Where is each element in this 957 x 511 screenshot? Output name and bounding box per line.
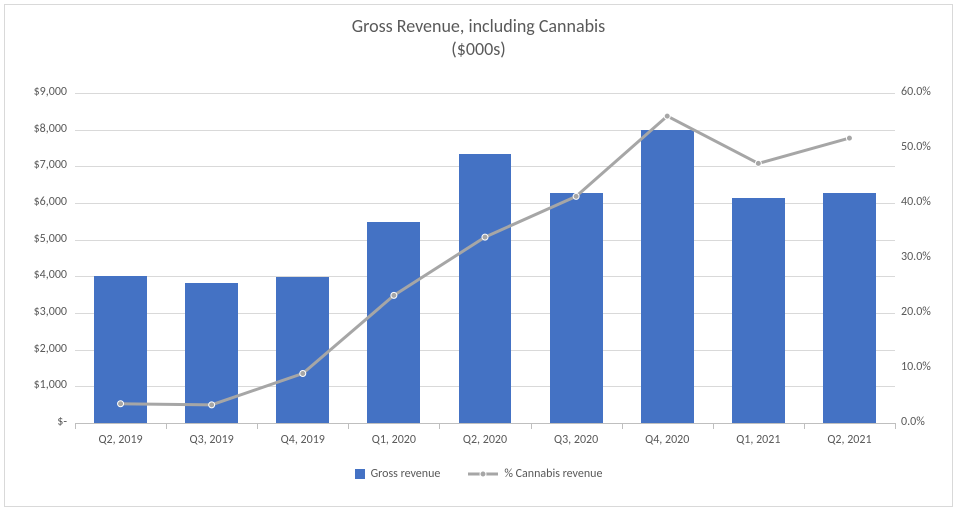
x-tick-label: Q1, 2021	[736, 433, 780, 447]
y1-tick-label: $2,000	[5, 342, 67, 356]
x-tick	[531, 423, 532, 429]
legend-item-bars: Gross revenue	[355, 467, 441, 481]
x-tick-label: Q4, 2020	[645, 433, 689, 447]
x-tick-label: Q3, 2020	[554, 433, 598, 447]
legend-label-bars: Gross revenue	[371, 467, 441, 481]
y2-tick-label: 40.0%	[901, 195, 931, 209]
y2-tick-label: 0.0%	[901, 415, 925, 429]
y1-tick-label: $4,000	[5, 268, 67, 282]
gridline	[75, 93, 895, 94]
x-tick	[622, 423, 623, 429]
bar	[276, 277, 329, 423]
chart-frame: Gross Revenue, including Cannabis ($000s…	[4, 4, 953, 507]
gridline	[75, 423, 895, 424]
x-tick	[713, 423, 714, 429]
x-tick-label: Q4, 2019	[281, 433, 325, 447]
bar	[732, 198, 785, 424]
y1-tick-label: $-	[5, 415, 67, 429]
x-tick-label: Q2, 2021	[827, 433, 871, 447]
y2-tick-label: 60.0%	[901, 85, 931, 99]
y2-tick-label: 20.0%	[901, 305, 931, 319]
chart-title-line1: Gross Revenue, including Cannabis	[352, 15, 605, 37]
y2-tick-label: 10.0%	[901, 360, 931, 374]
plot-area	[75, 93, 895, 423]
legend-swatch-bar	[355, 469, 365, 479]
y2-tick-label: 50.0%	[901, 140, 931, 154]
bar	[641, 130, 694, 423]
y1-tick-label: $7,000	[5, 158, 67, 172]
x-tick-label: Q1, 2020	[372, 433, 416, 447]
gridline	[75, 130, 895, 131]
y1-tick-label: $5,000	[5, 232, 67, 246]
legend-item-line: % Cannabis revenue	[468, 467, 602, 481]
chart-title: Gross Revenue, including Cannabis ($000s…	[5, 15, 952, 60]
bar	[367, 222, 420, 423]
y2-tick-label: 30.0%	[901, 250, 931, 264]
x-tick-label: Q3, 2019	[190, 433, 234, 447]
legend-swatch-line	[468, 468, 498, 480]
y1-tick-label: $6,000	[5, 195, 67, 209]
bar	[550, 193, 603, 423]
bar	[94, 276, 147, 423]
bar	[185, 283, 238, 423]
y1-tick-label: $9,000	[5, 85, 67, 99]
x-tick	[804, 423, 805, 429]
legend-label-line: % Cannabis revenue	[504, 467, 602, 481]
x-tick-label: Q2, 2019	[98, 433, 142, 447]
chart-title-line2: ($000s)	[451, 38, 505, 60]
bar	[459, 154, 512, 424]
y1-tick-label: $3,000	[5, 305, 67, 319]
x-tick	[348, 423, 349, 429]
x-tick	[257, 423, 258, 429]
legend: Gross revenue % Cannabis revenue	[5, 467, 952, 481]
x-tick	[75, 423, 76, 429]
x-tick	[439, 423, 440, 429]
x-tick	[895, 423, 896, 429]
y1-tick-label: $8,000	[5, 122, 67, 136]
x-tick-label: Q2, 2020	[463, 433, 507, 447]
x-tick	[166, 423, 167, 429]
y1-tick-label: $1,000	[5, 378, 67, 392]
bar	[823, 193, 876, 423]
